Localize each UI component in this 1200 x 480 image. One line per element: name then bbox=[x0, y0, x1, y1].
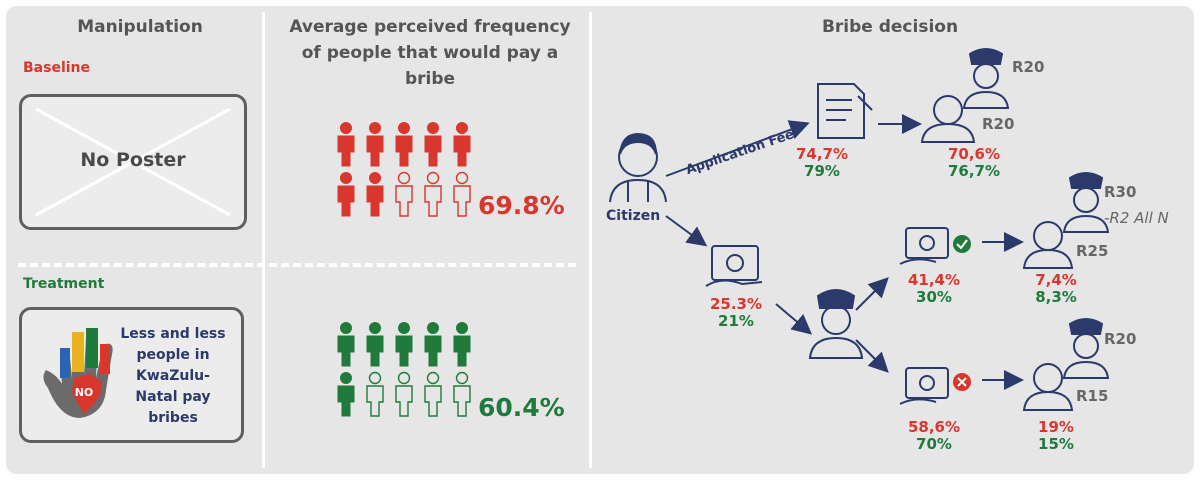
check-icon bbox=[953, 235, 971, 253]
person-paying-icon bbox=[395, 322, 413, 367]
column-divider bbox=[262, 12, 265, 468]
person-paying-icon bbox=[366, 122, 384, 167]
fee-r-bottom: R20 bbox=[982, 115, 1015, 133]
person-not-paying-icon bbox=[453, 171, 471, 217]
person-not-paying-icon bbox=[424, 371, 442, 417]
accept-r-bottom: R25 bbox=[1076, 242, 1109, 260]
bribe-green-value: 21% bbox=[718, 312, 754, 330]
accept-green-value: 30% bbox=[916, 288, 952, 306]
fee-red-value: 74,7% bbox=[795, 145, 849, 163]
reject-official-icons bbox=[1022, 318, 1110, 411]
manipulation-title: Manipulation bbox=[77, 17, 203, 37]
fee-official-green-value: 76,7% bbox=[947, 162, 1001, 180]
person-not-paying-icon bbox=[424, 171, 442, 217]
person-paying-icon bbox=[453, 122, 471, 167]
accept-r-note: -R2 All N bbox=[1104, 209, 1169, 227]
fee-r-top: R20 bbox=[1012, 58, 1045, 76]
person-paying-icon bbox=[366, 322, 384, 367]
fee-official-red-value: 70,6% bbox=[947, 145, 1001, 163]
reject-official-green-value: 15% bbox=[1038, 435, 1074, 453]
section-divider bbox=[18, 263, 576, 267]
application-document-icon bbox=[817, 83, 873, 139]
baseline-people-grid bbox=[330, 118, 471, 218]
person-not-paying-icon bbox=[453, 371, 471, 417]
bribe-accepted-money-icon bbox=[899, 227, 949, 265]
baseline-percent: 69.8% bbox=[478, 191, 565, 220]
person-paying-icon bbox=[337, 122, 355, 167]
treatment-poster-box: NO Less and less people in KwaZulu-Natal… bbox=[19, 307, 244, 443]
person-paying-icon bbox=[424, 322, 442, 367]
decision-title: Bribe decision bbox=[821, 17, 959, 37]
treatment-poster-text: Less and less people in KwaZulu-Natal pa… bbox=[120, 326, 226, 426]
accept-official-icons bbox=[1022, 172, 1110, 269]
reject-r-top: R20 bbox=[1104, 330, 1137, 348]
check-mark bbox=[956, 239, 968, 250]
citizen-label: Citizen bbox=[606, 208, 661, 224]
person-paying-icon bbox=[337, 322, 355, 367]
fee-official-icons bbox=[920, 48, 1010, 143]
person-not-paying-icon bbox=[395, 371, 413, 417]
bribe-money-icon bbox=[705, 245, 763, 287]
person-not-paying-icon bbox=[366, 371, 384, 417]
people-icons bbox=[337, 322, 471, 417]
citizen-icon bbox=[609, 132, 667, 203]
accept-red-value: 41,4% bbox=[907, 271, 961, 289]
reject-red-value: 58,6% bbox=[907, 418, 961, 436]
column-divider bbox=[589, 12, 592, 468]
person-paying-icon bbox=[337, 372, 355, 417]
no-poster-box: No Poster bbox=[19, 94, 247, 230]
treatment-label: Treatment bbox=[23, 276, 105, 292]
accept-official-green-value: 8,3% bbox=[1035, 288, 1077, 306]
bribe-flow-diagram bbox=[609, 48, 1110, 411]
person-not-paying-icon bbox=[395, 171, 413, 217]
accept-r-top: R30 bbox=[1104, 183, 1137, 201]
person-paying-icon bbox=[424, 122, 442, 167]
officer-icon bbox=[808, 289, 864, 359]
person-paying-icon bbox=[395, 122, 413, 167]
bribe-rejected-money-icon bbox=[899, 367, 949, 405]
treatment-percent: 60.4% bbox=[478, 393, 565, 422]
bribe-red-value: 25.3% bbox=[709, 295, 763, 313]
reject-green-value: 70% bbox=[916, 435, 952, 453]
fee-green-value: 79% bbox=[804, 162, 840, 180]
people-icons bbox=[337, 122, 471, 217]
hand-africa-icon: NO bbox=[43, 328, 113, 418]
person-paying-icon bbox=[337, 172, 355, 217]
treatment-people-grid bbox=[330, 318, 471, 418]
poster-no-badge: NO bbox=[75, 386, 94, 399]
baseline-label: Baseline bbox=[23, 60, 91, 76]
accept-official-red-value: 7,4% bbox=[1035, 271, 1077, 289]
no-poster-text: No Poster bbox=[80, 149, 186, 171]
reject-official-red-value: 19% bbox=[1038, 418, 1074, 436]
poster-cross-icon bbox=[35, 107, 231, 217]
person-paying-icon bbox=[366, 172, 384, 217]
frequency-title: Average perceived frequency of people th… bbox=[289, 17, 571, 89]
reject-r-bottom: R15 bbox=[1076, 387, 1109, 405]
person-paying-icon bbox=[453, 322, 471, 367]
